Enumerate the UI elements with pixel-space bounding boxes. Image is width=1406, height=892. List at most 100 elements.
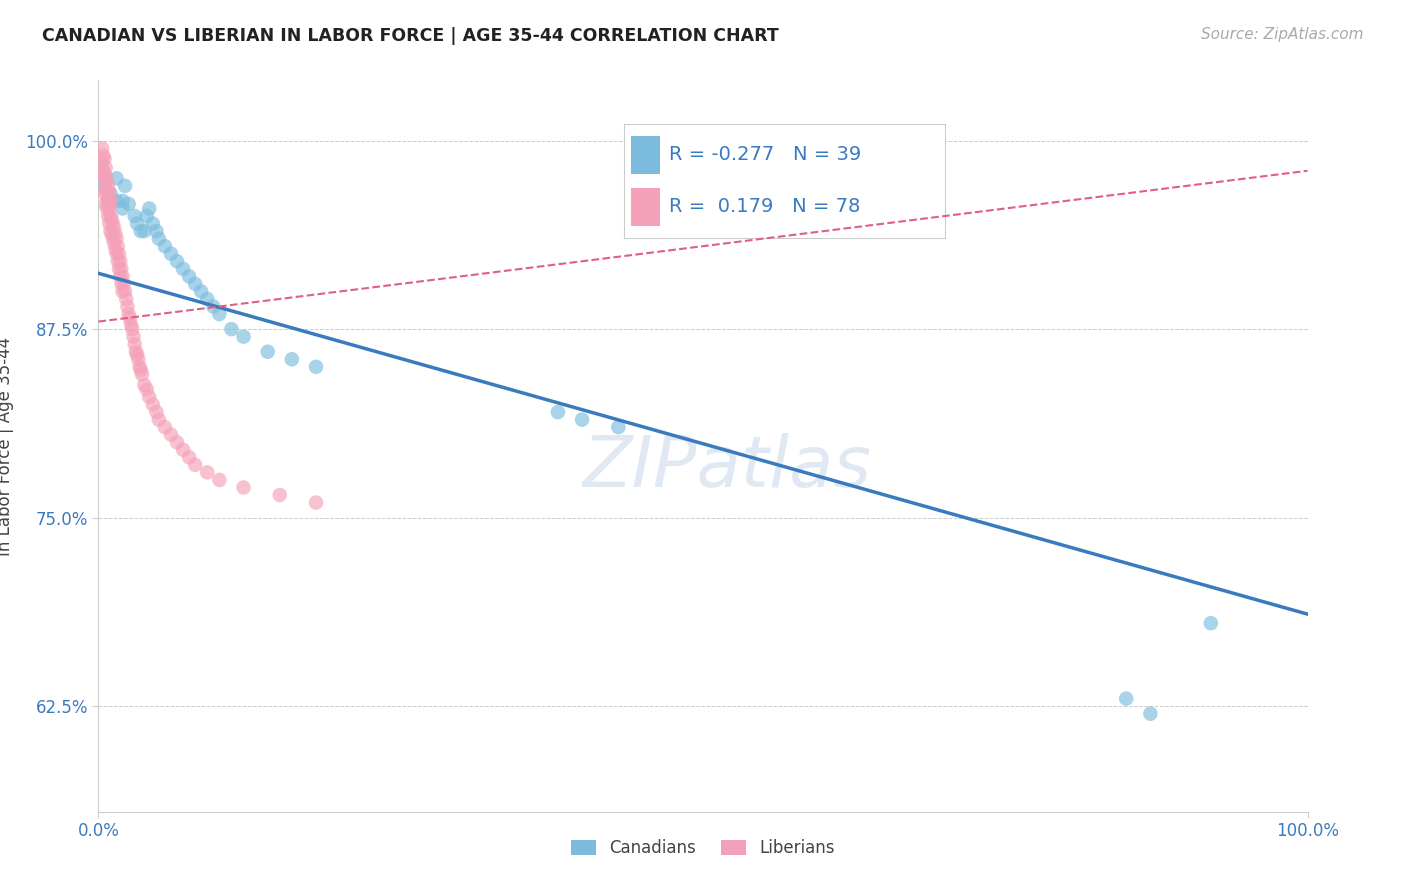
Point — [208, 307, 231, 321]
Point — [120, 318, 142, 332]
Point — [153, 420, 176, 434]
Point — [105, 171, 128, 186]
Point — [100, 212, 122, 227]
Point — [98, 186, 121, 201]
Point — [108, 269, 131, 284]
Point — [232, 480, 254, 494]
Point — [101, 217, 124, 231]
Point — [142, 398, 165, 412]
Point — [145, 405, 167, 419]
Legend: Canadians, Liberians: Canadians, Liberians — [562, 830, 844, 865]
Point — [135, 383, 157, 397]
Point — [269, 488, 291, 502]
Point — [111, 194, 134, 208]
Point — [547, 405, 569, 419]
Point — [305, 495, 328, 509]
Point — [104, 227, 127, 241]
Point — [160, 427, 183, 442]
Point — [118, 311, 141, 326]
Point — [195, 292, 218, 306]
Point — [94, 182, 117, 196]
Point — [121, 322, 143, 336]
Point — [114, 178, 136, 193]
Point — [142, 217, 165, 231]
Point — [127, 352, 149, 367]
Point — [127, 348, 149, 362]
Point — [127, 217, 149, 231]
Point — [94, 161, 117, 175]
Point — [128, 359, 150, 374]
Point — [179, 269, 201, 284]
Point — [91, 156, 114, 170]
Point — [91, 149, 114, 163]
Point — [145, 224, 167, 238]
Point — [138, 202, 160, 216]
Point — [221, 322, 243, 336]
Point — [93, 186, 115, 201]
Point — [195, 466, 218, 480]
Point — [131, 368, 153, 382]
Point — [94, 176, 117, 190]
Point — [117, 300, 139, 314]
Point — [96, 186, 118, 201]
Point — [108, 254, 131, 268]
Point — [100, 194, 122, 208]
Point — [114, 285, 136, 299]
Point — [202, 300, 225, 314]
Point — [166, 435, 188, 450]
Point — [124, 337, 146, 351]
Point — [172, 261, 194, 276]
Point — [96, 171, 118, 186]
Point — [110, 261, 132, 276]
Point — [110, 277, 132, 291]
Point — [1199, 616, 1222, 631]
Point — [91, 163, 114, 178]
Point — [111, 269, 134, 284]
Point — [160, 246, 183, 260]
Point — [129, 224, 152, 238]
Point — [105, 246, 128, 260]
Point — [129, 363, 152, 377]
Point — [148, 412, 170, 426]
Point — [103, 236, 125, 251]
Point — [118, 307, 141, 321]
Point — [607, 420, 630, 434]
Point — [281, 352, 304, 367]
Point — [179, 450, 201, 465]
Point — [93, 152, 115, 166]
Point — [184, 458, 207, 472]
Point — [172, 442, 194, 457]
Point — [97, 178, 120, 193]
Point — [111, 202, 134, 216]
Point — [97, 194, 120, 208]
Point — [1139, 706, 1161, 721]
Point — [97, 209, 120, 223]
Point — [111, 285, 134, 299]
Point — [93, 171, 115, 186]
Point — [91, 141, 114, 155]
Point — [98, 217, 121, 231]
Point — [124, 209, 146, 223]
Point — [232, 329, 254, 343]
Point — [148, 232, 170, 246]
Point — [105, 232, 128, 246]
Point — [103, 221, 125, 235]
Point — [100, 197, 122, 211]
Point — [184, 277, 207, 291]
Point — [94, 197, 117, 211]
Point — [108, 261, 131, 276]
Y-axis label: In Labor Force | Age 35-44: In Labor Force | Age 35-44 — [0, 336, 14, 556]
Point — [96, 202, 118, 216]
Point — [122, 329, 145, 343]
Point — [125, 344, 148, 359]
Point — [98, 202, 121, 216]
Point — [107, 239, 129, 253]
Point — [97, 194, 120, 208]
Point — [305, 359, 328, 374]
Point — [107, 254, 129, 268]
Point — [256, 344, 278, 359]
Text: Source: ZipAtlas.com: Source: ZipAtlas.com — [1201, 27, 1364, 42]
Point — [190, 285, 212, 299]
Point — [93, 167, 115, 181]
Point — [105, 194, 128, 208]
